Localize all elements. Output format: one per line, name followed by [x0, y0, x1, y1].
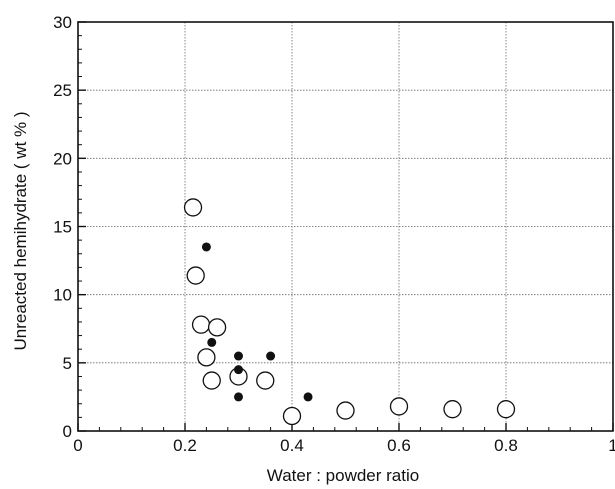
- x-tick-label-3: 0.6: [387, 436, 411, 455]
- filled-point-4: [234, 392, 243, 402]
- x-tick-label-5: 1: [608, 436, 615, 455]
- open-point-7: [256, 371, 275, 390]
- y-tick-label-0: 0: [63, 422, 72, 441]
- open-point-2: [191, 315, 211, 334]
- y-axis-label: Unreacted hemihydrate ( wt % ): [11, 111, 30, 350]
- y-axis-tick-labels: 0 5 10 15 20 25 30: [53, 13, 72, 441]
- x-axis-label: Water : powder ratio: [267, 466, 419, 485]
- y-tick-label-4: 20: [53, 149, 72, 168]
- open-point-3: [207, 318, 227, 337]
- open-point-11: [443, 400, 462, 419]
- plot-area-frame: [77, 21, 614, 432]
- x-axis-tick-labels: 0 0.2 0.4 0.6 0.8 1: [73, 436, 615, 455]
- open-point-9: [336, 401, 355, 420]
- open-point-5: [202, 371, 221, 390]
- open-point-8: [282, 406, 302, 426]
- y-tick-label-5: 25: [53, 81, 72, 100]
- open-point-4: [197, 348, 216, 367]
- y-tick-label-2: 10: [53, 286, 72, 305]
- open-point-12: [496, 400, 516, 419]
- y-tick-label-6: 30: [53, 13, 72, 32]
- filled-point-6: [303, 392, 313, 402]
- data-points: [183, 198, 516, 426]
- filled-point-5: [266, 351, 276, 361]
- x-tick-label-1: 0.2: [173, 436, 197, 455]
- y-tick-label-1: 5: [63, 354, 72, 373]
- filled-point-1: [207, 337, 217, 347]
- x-tick-label-4: 0.8: [494, 436, 518, 455]
- filled-point-2: [234, 351, 243, 361]
- x-tick-label-2: 0.4: [280, 436, 304, 455]
- y-tick-label-3: 15: [53, 218, 72, 237]
- open-point-0: [183, 198, 203, 217]
- grid: [78, 22, 613, 431]
- filled-point-0: [201, 242, 211, 252]
- x-tick-label-0: 0: [73, 436, 82, 455]
- open-point-1: [186, 266, 205, 285]
- filled-point-3: [234, 365, 243, 375]
- open-point-10: [389, 397, 409, 416]
- axis-ticks: [77, 21, 614, 432]
